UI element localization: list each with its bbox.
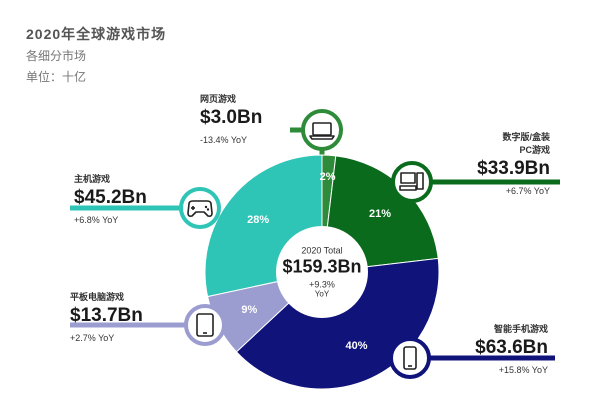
pct-label-web: 2% (319, 171, 336, 184)
total-label: 2020 Total (301, 245, 343, 256)
page-title: 2020年全球游戏市场 (26, 26, 167, 42)
label-pc-yoy: +6.7% YoY (505, 186, 550, 196)
label-mobile-name: 智能手机游戏 (493, 324, 548, 334)
gamepad-icon (179, 187, 221, 229)
label-mobile-yoy: +15.8% YoY (498, 365, 548, 375)
label-pc: 数字版/盒装 PC游戏 $33.9Bn +6.7% YoY (477, 130, 550, 196)
label-pc-name-line1: 数字版/盒装 (502, 132, 550, 142)
total-growth-suffix: YoY (314, 289, 330, 299)
donut-center-total: 2020 Total $159.3Bn +9.3% YoY (277, 246, 367, 299)
total-growth: +9.3% (309, 279, 335, 290)
label-web-yoy: -13.4% YoY (200, 135, 248, 145)
label-tablet-value: $13.7Bn (70, 305, 143, 326)
label-pc-value: $33.9Bn (477, 158, 550, 179)
label-tablet-yoy: +2.7% YoY (70, 333, 115, 343)
donut-center-hole (276, 226, 368, 318)
label-web-name: 网页游戏 (200, 94, 237, 104)
label-pc-name-line2: PC游戏 (519, 145, 550, 155)
pct-label-tablet: 9% (241, 303, 258, 316)
label-console-yoy: +6.8% YoY (74, 215, 119, 225)
smartphone-icon (389, 337, 431, 379)
pct-label-mobile: 40% (345, 340, 368, 353)
page-subtitle: 各细分市场 (26, 49, 87, 63)
label-tablet-name: 平板电脑游戏 (70, 292, 125, 302)
total-value: $159.3Bn (282, 256, 362, 277)
label-web: 网页游戏 $3.0Bn -13.4% YoY (200, 92, 262, 145)
label-console-value: $45.2Bn (74, 187, 147, 208)
pct-label-console: 28% (247, 214, 270, 227)
label-console-name: 主机游戏 (74, 174, 111, 184)
slice-mobile (235, 257, 440, 390)
label-console: 主机游戏 $45.2Bn +6.8% YoY (74, 172, 147, 225)
segment-icons (179, 109, 433, 379)
label-web-value: $3.0Bn (200, 107, 263, 128)
label-tablet: 平板电脑游戏 $13.7Bn +2.7% YoY (70, 290, 143, 343)
tablet-icon (184, 304, 226, 346)
label-mobile: 智能手机游戏 $63.6Bn +15.8% YoY (475, 322, 548, 375)
pct-label-pc: 21% (368, 208, 392, 221)
label-mobile-value: $63.6Bn (475, 337, 548, 358)
unit-label: 单位：十亿 (26, 70, 87, 84)
desktop-pc-icon (391, 161, 433, 203)
laptop-icon (301, 109, 343, 151)
